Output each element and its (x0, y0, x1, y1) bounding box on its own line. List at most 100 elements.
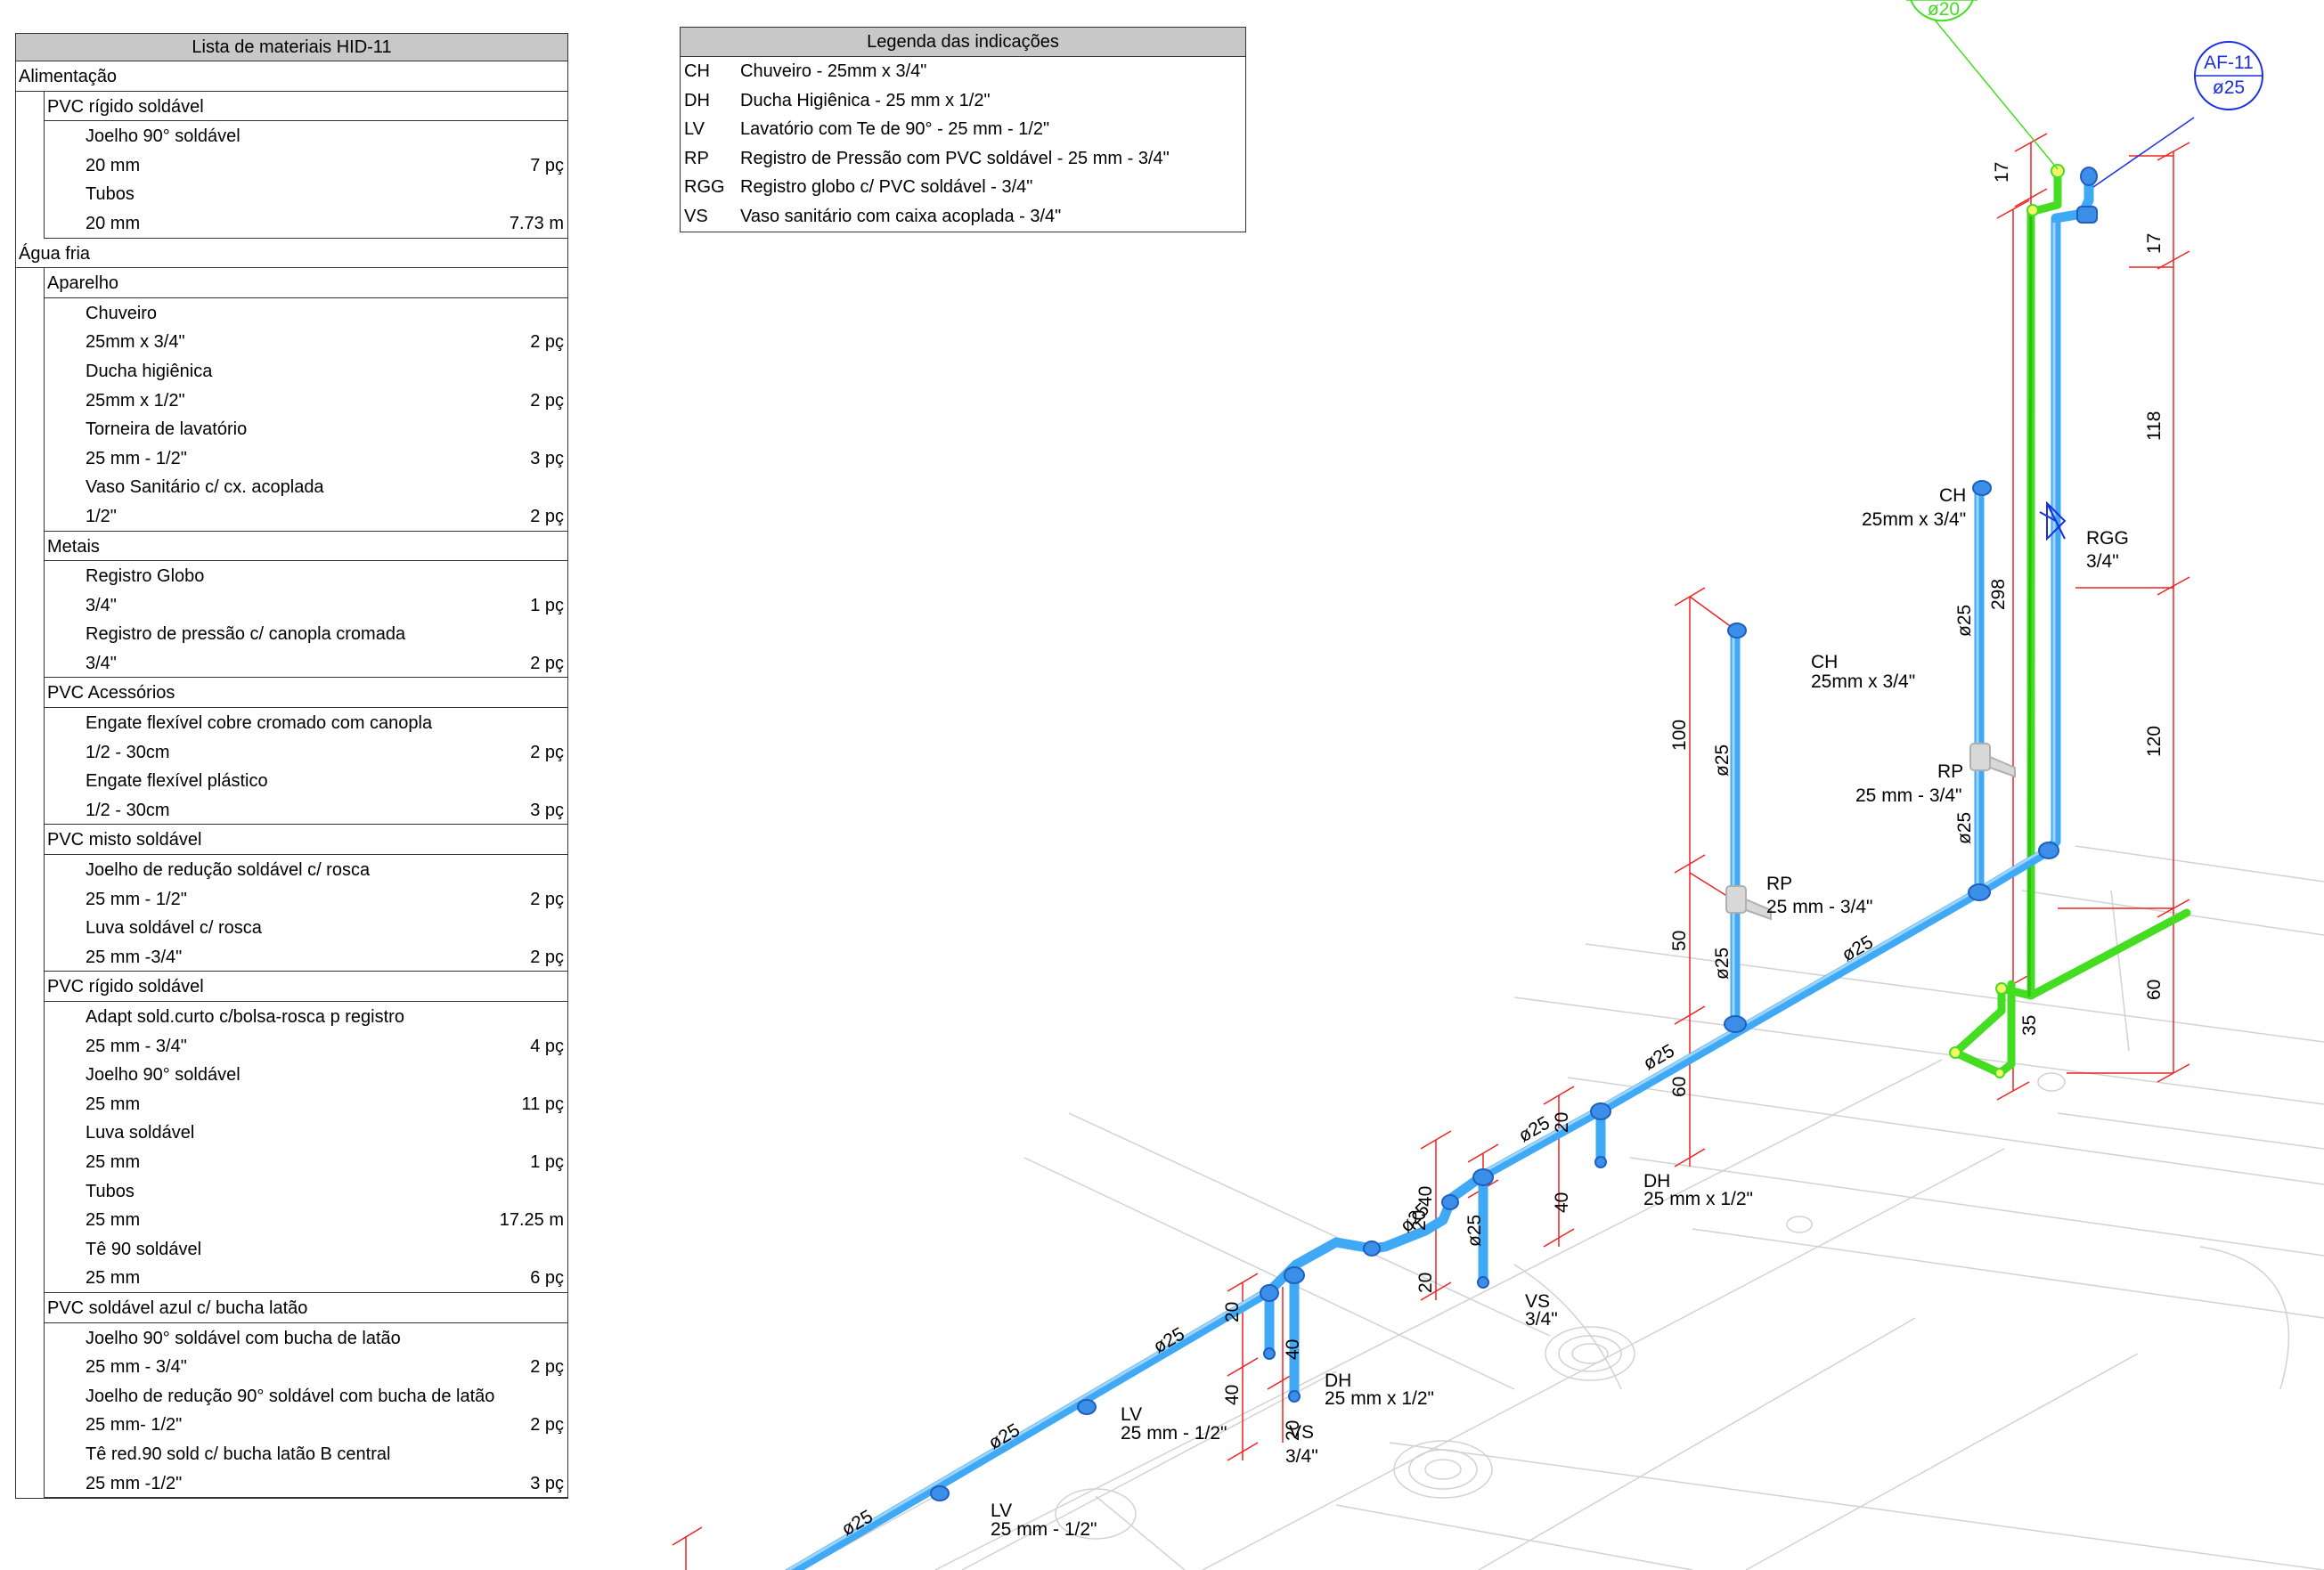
material-label: Engate flexível plástico (86, 771, 268, 792)
globe-valve-rgg (2039, 500, 2067, 541)
material-quantity: 7 pç (530, 155, 564, 175)
material-label: Tubos (86, 1181, 135, 1201)
material-label: 1/2 - 30cm (86, 742, 170, 762)
material-row: 25 mm 1 pç (44, 1146, 567, 1176)
material-row: 25mm x 3/4" 2 pç (44, 327, 567, 356)
dim-value: 20 (1415, 1273, 1436, 1293)
legend-row: DH Ducha Higiênica - 25 mm x 1/2" (681, 86, 1245, 116)
dim-value: 20 (1283, 1420, 1303, 1441)
material-quantity: 11 pç (521, 1094, 564, 1114)
label-vs1-spec: 3/4" (1525, 1309, 1558, 1330)
dim-value: 118 (2144, 411, 2165, 441)
material-quantity: 6 pç (530, 1268, 564, 1289)
label-ch1-spec: 25mm x 3/4" (1862, 509, 1966, 530)
material-row: 1/2" 2 pç (44, 500, 567, 532)
dim-value: 120 (2144, 726, 2165, 757)
material-label: Torneira de lavatório (86, 419, 248, 440)
material-label: Engate flexível cobre cromado com canopl… (86, 713, 433, 734)
label-ch2-spec: 25mm x 3/4" (1811, 671, 1915, 692)
material-label: Aparelho (47, 273, 119, 294)
material-label: 25 mm (86, 1210, 141, 1231)
label-lv2-code: LV (991, 1501, 1012, 1521)
material-label: 3/4" (86, 595, 117, 615)
dim-value: 40 (1552, 1192, 1572, 1213)
label-lv1-spec: 25 mm - 1/2" (1121, 1423, 1227, 1444)
legend-code: LV (684, 119, 705, 140)
material-label: Luva soldável (86, 1123, 195, 1143)
material-row: 20 mm 7 pç (44, 150, 567, 180)
material-row: Tê 90 soldável (44, 1233, 567, 1264)
dim-value: 20 (1222, 1302, 1243, 1322)
label-dh1-spec: 25 mm x 1/2" (1643, 1189, 1753, 1209)
label-rgg-spec: 3/4" (2086, 551, 2119, 572)
legend-description: Registro globo c/ PVC soldável - 3/4" (740, 177, 1033, 198)
material-row: Tubos (44, 1175, 567, 1206)
materials-title: Lista de materiais HID-11 (16, 34, 567, 61)
dim-value: 60 (1669, 1077, 1690, 1097)
label-dh2-spec: 25 mm x 1/2" (1325, 1388, 1434, 1409)
material-label: Joelho 90° soldável com bucha de latão (86, 1328, 401, 1348)
material-label: Vaso Sanitário c/ cx. acoplada (86, 477, 324, 498)
material-quantity: 2 pç (530, 1415, 564, 1436)
material-quantity: 4 pç (530, 1036, 564, 1056)
material-row: PVC misto soldável (44, 825, 567, 856)
material-label: Adapt sold.curto c/bolsa-rosca p registr… (86, 1007, 404, 1027)
material-label: 20 mm (86, 155, 141, 175)
material-row: PVC Acessórios (44, 678, 567, 709)
material-label: 25mm x 1/2" (86, 390, 185, 411)
material-row: 25 mm - 3/4" 4 pç (44, 1030, 567, 1061)
floor-plan-lines (801, 845, 2324, 1570)
dim-value: 40 (1283, 1339, 1303, 1360)
material-label: Tê 90 soldável (86, 1239, 202, 1259)
material-row: Registro Globo (44, 561, 567, 590)
material-row: Torneira de lavatório (44, 414, 567, 443)
cold-water-fittings (930, 167, 2098, 1501)
diameter-label: ø25 (1954, 605, 1975, 637)
pressure-valve-rp2 (1725, 885, 1772, 921)
dim-value: 60 (2144, 980, 2165, 1000)
legend-description: Ducha Higiênica - 25 mm x 1/2" (740, 90, 991, 110)
material-row: 25 mm -3/4" 2 pç (44, 941, 567, 972)
tag-af11-code: AF-11 (2204, 53, 2254, 73)
material-quantity: 2 pç (530, 653, 564, 673)
feed-pipe-20mm (1951, 167, 2191, 1078)
material-quantity: 2 pç (530, 506, 564, 526)
material-label: Joelho de redução soldável c/ rosca (86, 860, 371, 881)
dim-value: 40 (1415, 1186, 1436, 1207)
material-row: Chuveiro (44, 297, 567, 328)
material-label: Joelho 90° soldável (86, 1065, 241, 1086)
material-label: PVC misto soldável (47, 830, 202, 850)
label-ch2-code: CH (1811, 652, 1838, 672)
material-quantity: 2 pç (530, 889, 564, 909)
material-label: PVC rígido soldável (47, 96, 204, 117)
diameter-label: ø25 (1712, 744, 1733, 777)
material-label: PVC Acessórios (47, 683, 175, 704)
material-row: Registro de pressão c/ canopla cromada (44, 619, 567, 648)
label-rgg-code: RGG (2086, 528, 2129, 549)
legend-code: CH (684, 61, 710, 81)
dim-value: 100 (1669, 720, 1690, 751)
material-label: 1/2 - 30cm (86, 800, 170, 820)
material-row: Joelho de redução 90° soldável com bucha… (44, 1380, 567, 1411)
tag-af11-diameter: ø25 (2213, 77, 2245, 98)
pressure-valve-rp1 (1969, 743, 2016, 778)
material-row: PVC soldável azul c/ bucha latão (44, 1292, 567, 1323)
material-label: Joelho 90° soldável (86, 126, 241, 147)
label-ch1-code: CH (1939, 485, 1966, 506)
material-row: Metais (44, 531, 567, 562)
feed-fittings (1949, 164, 2065, 1078)
material-row: 25 mm- 1/2" 2 pç (44, 1410, 567, 1439)
legend-description: Lavatório com Te de 90° - 25 mm - 1/2" (740, 119, 1050, 140)
dim-value: 17 (1992, 162, 2012, 183)
material-label: Luva soldável c/ rosca (86, 918, 262, 939)
legend-code: RP (684, 148, 709, 168)
label-vs1-code: VS (1525, 1291, 1550, 1312)
material-quantity: 2 pç (530, 332, 564, 353)
material-row: Tê red.90 sold c/ bucha latão B central (44, 1438, 567, 1468)
material-label: 25 mm - 1/2" (86, 889, 187, 909)
dim-value: 20 (1552, 1112, 1572, 1133)
material-quantity: 1 pç (530, 595, 564, 615)
material-row: 25 mm -1/2" 3 pç (44, 1468, 567, 1499)
tag-af11: AF-11 ø25 (2092, 41, 2263, 188)
label-vs2-spec: 3/4" (1285, 1446, 1318, 1467)
